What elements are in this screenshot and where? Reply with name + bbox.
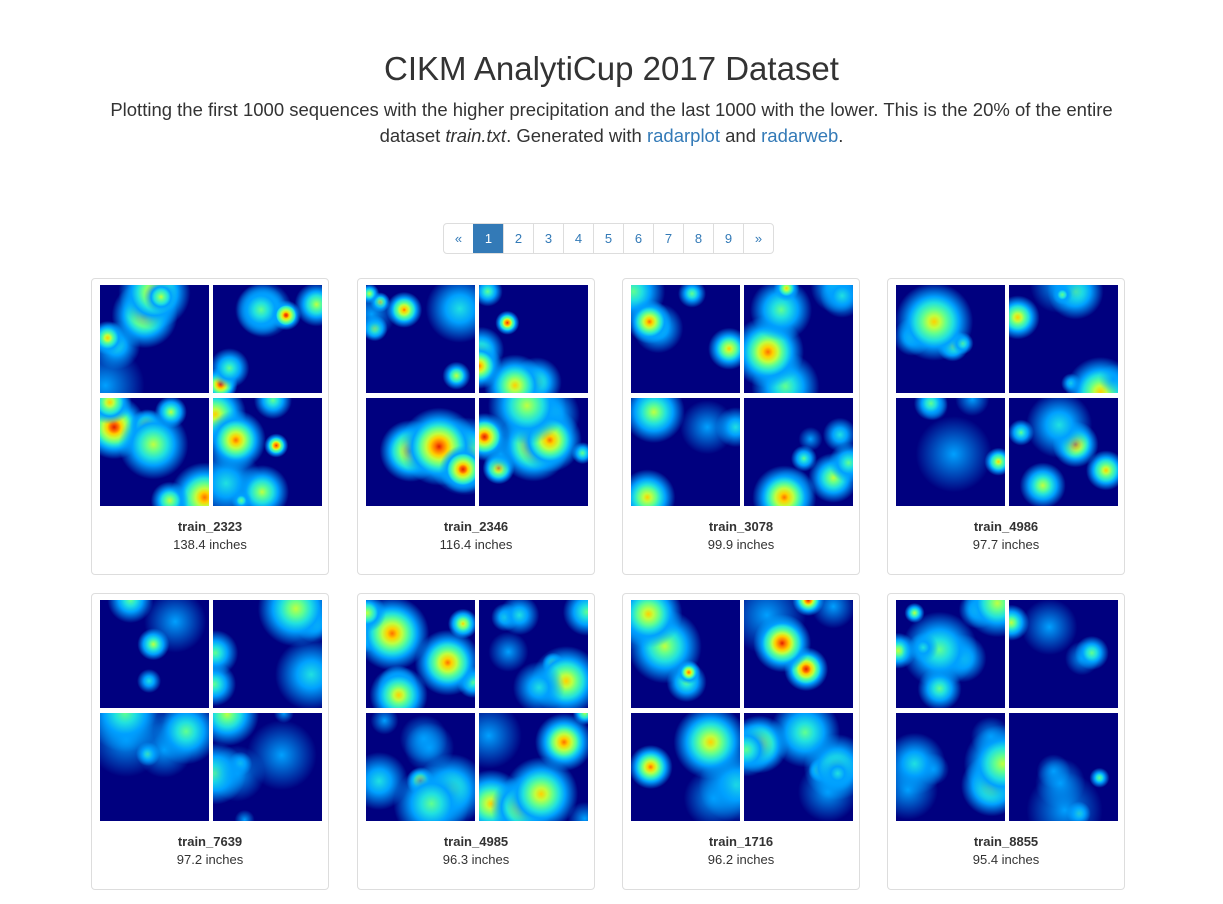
page-description: Plotting the first 1000 sequences with t… xyxy=(110,97,1113,149)
radar-image-grid xyxy=(100,285,323,507)
precipitation-value: 95.4 inches xyxy=(972,852,1040,867)
dataset-filename: train.txt xyxy=(445,125,507,146)
sequence-name: train_2323 xyxy=(177,519,243,534)
pagination-page[interactable]: 4 xyxy=(563,224,593,253)
radar-frame-image xyxy=(366,285,475,393)
radar-frame-image xyxy=(896,713,1005,821)
sequence-card[interactable]: train_2346 116.4 inches xyxy=(357,278,595,575)
radar-frame-image xyxy=(744,713,853,821)
pagination-prev[interactable]: « xyxy=(454,231,463,246)
sequence-name: train_1716 xyxy=(708,834,774,849)
description-text: . Generated with xyxy=(506,125,647,146)
radar-image-grid xyxy=(631,285,854,507)
radar-frame-image xyxy=(366,713,475,821)
radar-frame-image xyxy=(744,285,853,393)
radarplot-link[interactable]: radarplot xyxy=(646,125,720,146)
radar-frame-image xyxy=(1009,600,1118,708)
radar-frame-image xyxy=(631,600,740,708)
radar-frame-image xyxy=(366,600,475,708)
radar-image-grid xyxy=(631,600,854,822)
radar-image-grid xyxy=(896,285,1119,507)
radar-frame-image xyxy=(100,713,209,821)
radar-image-grid xyxy=(896,600,1119,822)
pagination-page[interactable]: 8 xyxy=(683,224,713,253)
sequence-name: train_2346 xyxy=(443,519,509,534)
sequence-card[interactable]: train_7639 97.2 inches xyxy=(91,593,329,890)
sequence-name: train_4986 xyxy=(973,519,1039,534)
precipitation-value: 116.4 inches xyxy=(439,537,513,552)
radar-frame-image xyxy=(213,600,322,708)
sequence-card[interactable]: train_8855 95.4 inches xyxy=(887,593,1125,890)
radar-frame-image xyxy=(479,713,588,821)
radar-frame-image xyxy=(631,713,740,821)
radar-frame-image xyxy=(213,398,322,506)
sequence-card[interactable]: train_4985 96.3 inches xyxy=(357,593,595,890)
radar-frame-image xyxy=(631,398,740,506)
precipitation-value: 138.4 inches xyxy=(173,537,247,552)
radar-frame-image xyxy=(213,713,322,821)
sequence-name: train_4985 xyxy=(443,834,509,849)
sequence-card[interactable]: train_1716 96.2 inches xyxy=(622,593,860,890)
radar-image-grid xyxy=(366,285,589,507)
radar-frame-image xyxy=(1009,398,1118,506)
sequence-card[interactable]: train_2323 138.4 inches xyxy=(91,278,329,575)
pagination-page[interactable]: 2 xyxy=(503,224,533,253)
radar-frame-image xyxy=(631,285,740,393)
precipitation-value: 97.2 inches xyxy=(176,852,244,867)
precipitation-value: 96.3 inches xyxy=(442,852,510,867)
radar-image-grid xyxy=(366,600,589,822)
radar-frame-image xyxy=(744,600,853,708)
radar-frame-image xyxy=(366,398,475,506)
radar-frame-image xyxy=(213,285,322,393)
pagination-page[interactable]: 9 xyxy=(713,224,743,253)
radar-frame-image xyxy=(896,398,1005,506)
radar-frame-image xyxy=(100,600,209,708)
precipitation-value: 97.7 inches xyxy=(972,537,1040,552)
sequence-card[interactable]: train_4986 97.7 inches xyxy=(887,278,1125,575)
radar-frame-image xyxy=(896,285,1005,393)
radar-frame-image xyxy=(100,285,209,393)
radar-frame-image xyxy=(479,600,588,708)
pagination: « 1 2 3 4 5 6 7 8 9» xyxy=(443,223,774,254)
pagination-page[interactable]: 3 xyxy=(533,224,563,253)
radar-frame-image xyxy=(1009,285,1118,393)
radar-frame-image xyxy=(896,600,1005,708)
sequence-name: train_8855 xyxy=(973,834,1039,849)
sequence-card[interactable]: train_3078 99.9 inches xyxy=(622,278,860,575)
radar-frame-image xyxy=(1009,713,1118,821)
precipitation-value: 99.9 inches xyxy=(707,537,775,552)
description-text: . xyxy=(838,125,844,146)
description-text: and xyxy=(719,125,762,146)
page-title: CIKM AnalytiCup 2017 Dataset xyxy=(384,50,839,87)
radar-frame-image xyxy=(479,285,588,393)
pagination-page[interactable]: 6 xyxy=(623,224,653,253)
description-text: Plotting the first 1000 sequences with t… xyxy=(110,99,1113,146)
radarweb-link[interactable]: radarweb xyxy=(761,125,839,146)
pagination-page[interactable]: 7 xyxy=(653,224,683,253)
precipitation-value: 96.2 inches xyxy=(707,852,775,867)
pagination-page[interactable]: 5 xyxy=(593,224,623,253)
radar-frame-image xyxy=(479,398,588,506)
radar-image-grid xyxy=(100,600,323,822)
pagination-next[interactable]: » xyxy=(743,224,773,253)
sequence-name: train_3078 xyxy=(708,519,774,534)
sequence-name: train_7639 xyxy=(177,834,243,849)
radar-frame-image xyxy=(100,398,209,506)
pagination-page[interactable]: 1 xyxy=(473,224,503,253)
radar-frame-image xyxy=(744,398,853,506)
